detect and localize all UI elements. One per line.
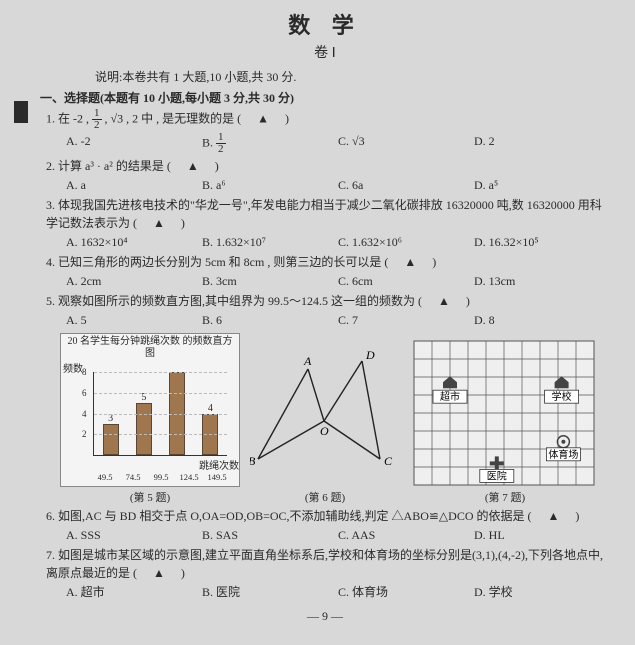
plot-area: 354 2468 <box>93 372 227 456</box>
question-7: 7. 如图是城市某区域的示意图,建立平面直角坐标系后,学校和体育场的坐标分别是(… <box>40 546 610 601</box>
figure-5-container: 20 名学生每分钟跳绳次数 的频数直方图 频数 跳绳次数 354 2468 49… <box>60 333 240 505</box>
side-tab <box>14 101 28 123</box>
q2-opt-c: C. 6a <box>338 176 474 194</box>
fraction-icon: 1 2 <box>216 132 226 155</box>
page-subtitle: 卷 Ⅰ <box>40 42 610 62</box>
q4-opt-a: A. 2cm <box>66 272 202 290</box>
svg-text:A: A <box>303 354 312 368</box>
q4-opt-d: D. 13cm <box>474 272 610 290</box>
svg-text:C: C <box>384 454 393 468</box>
histogram-bar: 3 <box>103 424 119 455</box>
triangle-diagram: A B O C D <box>250 337 400 487</box>
question-6: 6. 如图,AC 与 BD 相交于点 O,OA=OD,OB=OC,不添加辅助线,… <box>40 507 610 544</box>
q3-opt-c: C. 1.632×10⁶ <box>338 233 474 251</box>
question-1: 1. 在 -2 , 1 2 , √3 , 2 中 , 是无理数的是 ( ▲ ) … <box>40 108 610 155</box>
figure-6-container: A B O C D (第 6 题) <box>250 337 400 505</box>
figures-row: 20 名学生每分钟跳绳次数 的频数直方图 频数 跳绳次数 354 2468 49… <box>60 333 610 505</box>
q7-opt-c: C. 体育场 <box>338 583 474 601</box>
answer-blank: ( ▲ ) <box>133 566 187 580</box>
q6-stem: 6. 如图,AC 与 BD 相交于点 O,OA=OD,OB=OC,不添加辅助线,… <box>46 509 525 523</box>
q3-opt-d: D. 16.32×10⁵ <box>474 233 610 251</box>
q5-opt-d: D. 8 <box>474 311 610 329</box>
x-ticks: 49.574.599.5124.5149.5 <box>65 472 235 482</box>
q6-opt-a: A. SSS <box>66 526 202 544</box>
answer-blank: ( ▲ ) <box>528 509 582 523</box>
chart-title: 20 名学生每分钟跳绳次数 的频数直方图 <box>65 336 235 360</box>
q5-opt-c: C. 7 <box>338 311 474 329</box>
exam-page: 数 学 卷 Ⅰ 说明:本卷共有 1 大题,10 小题,共 30 分. 一、选择题… <box>40 8 610 624</box>
svg-text:体育场: 体育场 <box>548 448 578 461</box>
question-5: 5. 观察如图所示的频数直方图,其中组界为 99.5～124.5 这一组的频数为… <box>40 292 610 329</box>
histogram-chart: 20 名学生每分钟跳绳次数 的频数直方图 频数 跳绳次数 354 2468 49… <box>60 333 240 487</box>
q3-opt-a: A. 1632×10⁴ <box>66 233 202 251</box>
q7-opt-d: D. 学校 <box>474 583 610 601</box>
svg-text:O: O <box>320 424 329 438</box>
question-2: 2. 计算 a³ · a² 的结果是 ( ▲ ) A. a B. a⁶ C. 6… <box>40 157 610 194</box>
q1-stem-b: , √3 , 2 中 , 是无理数的是 <box>105 111 235 125</box>
answer-blank: ( ▲ ) <box>384 255 438 269</box>
figure-5-caption: (第 5 题) <box>60 489 240 505</box>
city-map: 超市 学校医院 体育场 <box>410 337 600 487</box>
q2-opt-b: B. a⁶ <box>202 176 338 194</box>
question-4: 4. 已知三角形的两边长分别为 5cm 和 8cm , 则第三边的长可以是 ( … <box>40 253 610 290</box>
q6-opt-d: D. HL <box>474 526 610 544</box>
y-axis-label: 频数 <box>63 360 83 375</box>
svg-text:B: B <box>250 454 256 468</box>
page-title: 数 学 <box>40 8 610 40</box>
histogram-bar: 5 <box>136 403 152 455</box>
answer-blank: ( ▲ ) <box>133 216 187 230</box>
q5-stem: 5. 观察如图所示的频数直方图,其中组界为 99.5～124.5 这一组的频数为 <box>46 294 415 308</box>
fraction-icon: 1 2 <box>92 108 102 131</box>
q7-stem: 7. 如图是城市某区域的示意图,建立平面直角坐标系后,学校和体育场的坐标分别是(… <box>46 548 603 580</box>
svg-text:D: D <box>365 348 375 362</box>
q1-opt-c: C. √3 <box>338 132 474 155</box>
svg-text:医院: 医院 <box>487 469 507 482</box>
section-heading: 一、选择题(本题有 10 小题,每小题 3 分,共 30 分) <box>40 89 610 106</box>
paper-description: 说明:本卷共有 1 大题,10 小题,共 30 分. <box>95 68 610 85</box>
page-number: — 9 — <box>40 609 610 624</box>
q1-opt-b: B. 1 2 <box>202 132 338 155</box>
q5-opt-b: B. 6 <box>202 311 338 329</box>
q7-opt-b: B. 医院 <box>202 583 338 601</box>
q4-opt-b: B. 3cm <box>202 272 338 290</box>
q4-stem: 4. 已知三角形的两边长分别为 5cm 和 8cm , 则第三边的长可以是 <box>46 255 381 269</box>
q3-opt-b: B. 1.632×10⁷ <box>202 233 338 251</box>
q2-opt-a: A. a <box>66 176 202 194</box>
figure-6-caption: (第 6 题) <box>250 489 400 505</box>
question-3: 3. 体现我国先进核电技术的"华龙一号",年发电能力相当于减少二氧化碳排放 16… <box>40 196 610 251</box>
q6-opt-b: B. SAS <box>202 526 338 544</box>
q4-opt-c: C. 6cm <box>338 272 474 290</box>
q7-opt-a: A. 超市 <box>66 583 202 601</box>
figure-7-container: 超市 学校医院 体育场 (第 7 题) <box>410 337 600 505</box>
q1-opt-a: A. -2 <box>66 132 202 155</box>
q2-stem: 2. 计算 a³ · a² 的结果是 <box>46 159 164 173</box>
svg-text:学校: 学校 <box>552 390 572 403</box>
answer-blank: ( ▲ ) <box>167 159 221 173</box>
q1-stem-a: 1. 在 -2 , <box>46 111 89 125</box>
q1-opt-d: D. 2 <box>474 132 610 155</box>
answer-blank: ( ▲ ) <box>237 111 291 125</box>
q3-stem: 3. 体现我国先进核电技术的"华龙一号",年发电能力相当于减少二氧化碳排放 16… <box>46 198 602 230</box>
x-axis-label: 跳绳次数 <box>199 457 239 472</box>
figure-7-caption: (第 7 题) <box>410 489 600 505</box>
svg-text:超市: 超市 <box>440 390 460 403</box>
q5-opt-a: A. 5 <box>66 311 202 329</box>
q2-opt-d: D. a⁵ <box>474 176 610 194</box>
answer-blank: ( ▲ ) <box>418 294 472 308</box>
q6-opt-c: C. AAS <box>338 526 474 544</box>
